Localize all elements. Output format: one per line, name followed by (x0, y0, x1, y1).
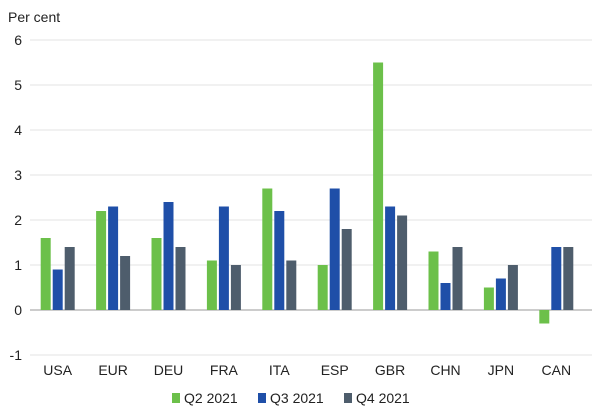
legend-label: Q2 2021 (184, 390, 238, 406)
bar (96, 211, 107, 310)
x-tick-label: CHN (430, 362, 460, 378)
bar (397, 215, 408, 310)
x-tick-label: CAN (542, 362, 572, 378)
y-tick-label: 1 (14, 257, 22, 273)
x-tick-label: USA (43, 362, 72, 378)
bar (452, 247, 463, 310)
bar (218, 206, 229, 310)
y-tick-label: -1 (10, 347, 23, 363)
bar (206, 260, 217, 310)
x-tick-label: ITA (269, 362, 290, 378)
bar (64, 247, 75, 310)
bar (563, 247, 574, 310)
y-tick-label: 5 (14, 77, 22, 93)
legend-swatch (258, 393, 266, 403)
y-axis-ticks: -1 0 1 2 3 4 5 6 (10, 32, 23, 363)
y-tick-label: 0 (14, 302, 22, 318)
bar (286, 260, 297, 310)
bar (262, 188, 273, 310)
bar (373, 62, 384, 310)
bar (507, 265, 518, 310)
bar (108, 206, 119, 310)
x-tick-label: ESP (321, 362, 349, 378)
bar (539, 310, 550, 324)
bar (440, 283, 451, 310)
bar (428, 251, 439, 310)
bar (52, 269, 63, 310)
bar (495, 278, 506, 310)
bar (230, 265, 241, 310)
x-tick-label: GBR (375, 362, 405, 378)
y-tick-label: 3 (14, 167, 22, 183)
bar (329, 188, 340, 310)
bars (40, 62, 574, 324)
x-tick-label: DEU (154, 362, 184, 378)
bar (551, 247, 562, 310)
x-tick-label: JPN (488, 362, 514, 378)
legend: Q2 2021 Q3 2021 Q4 2021 (172, 390, 410, 406)
bar (175, 247, 186, 310)
bar (120, 256, 131, 310)
y-tick-label: 4 (14, 122, 22, 138)
y-tick-label: 2 (14, 212, 22, 228)
x-tick-label: EUR (98, 362, 128, 378)
bar (317, 265, 328, 310)
y-tick-label: 6 (14, 32, 22, 48)
bar (151, 238, 162, 310)
bar (385, 206, 396, 310)
bar (163, 202, 174, 310)
bar (483, 287, 494, 310)
x-axis-ticks: USA EUR DEU FRA ITA ESP GBR CHN JPN CAN (43, 362, 571, 378)
legend-label: Q3 2021 (270, 390, 324, 406)
legend-label: Q4 2021 (356, 390, 410, 406)
legend-swatch (344, 393, 352, 403)
bar (40, 238, 51, 310)
y-axis-label: Per cent (8, 9, 60, 25)
legend-swatch (172, 393, 180, 403)
bar (341, 229, 352, 310)
bar (274, 211, 285, 310)
x-tick-label: FRA (210, 362, 239, 378)
